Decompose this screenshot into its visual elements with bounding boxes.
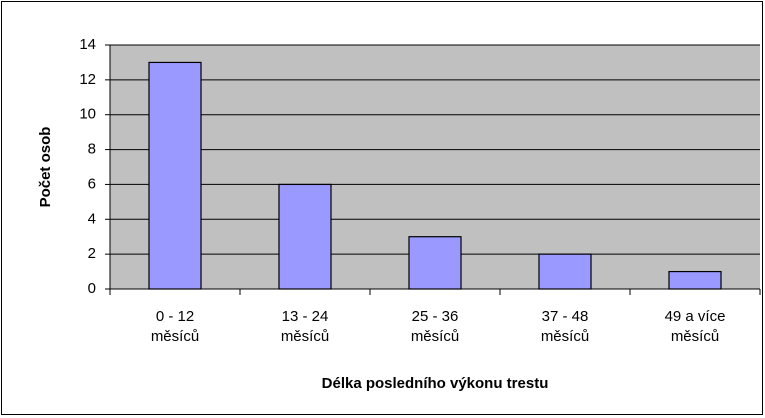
y-tick-label: 10 bbox=[79, 106, 96, 123]
y-tick-label: 0 bbox=[88, 280, 96, 297]
x-tick-label: 49 a více měsíců bbox=[664, 308, 726, 345]
bar bbox=[278, 183, 332, 290]
y-tick-label: 12 bbox=[79, 71, 96, 88]
bar bbox=[538, 253, 592, 290]
x-tick-label: 0 - 12 měsíců bbox=[150, 308, 200, 345]
x-tick-label: 13 - 24 měsíců bbox=[280, 308, 330, 345]
x-tick-label: 37 - 48 měsíců bbox=[540, 308, 590, 345]
y-axis-title: Počet osob bbox=[37, 127, 54, 208]
y-tick-label: 8 bbox=[88, 141, 96, 158]
y-tick-label: 6 bbox=[88, 175, 96, 192]
y-tick-label: 14 bbox=[79, 36, 96, 53]
x-axis-title: Délka posledního výkonu trestu bbox=[322, 375, 549, 392]
bar bbox=[668, 270, 722, 290]
y-tick-label: 4 bbox=[88, 210, 96, 227]
bar bbox=[148, 61, 202, 290]
x-tick-label: 25 - 36 měsíců bbox=[410, 308, 460, 345]
y-tick-label: 2 bbox=[88, 245, 96, 262]
bar bbox=[408, 236, 462, 290]
